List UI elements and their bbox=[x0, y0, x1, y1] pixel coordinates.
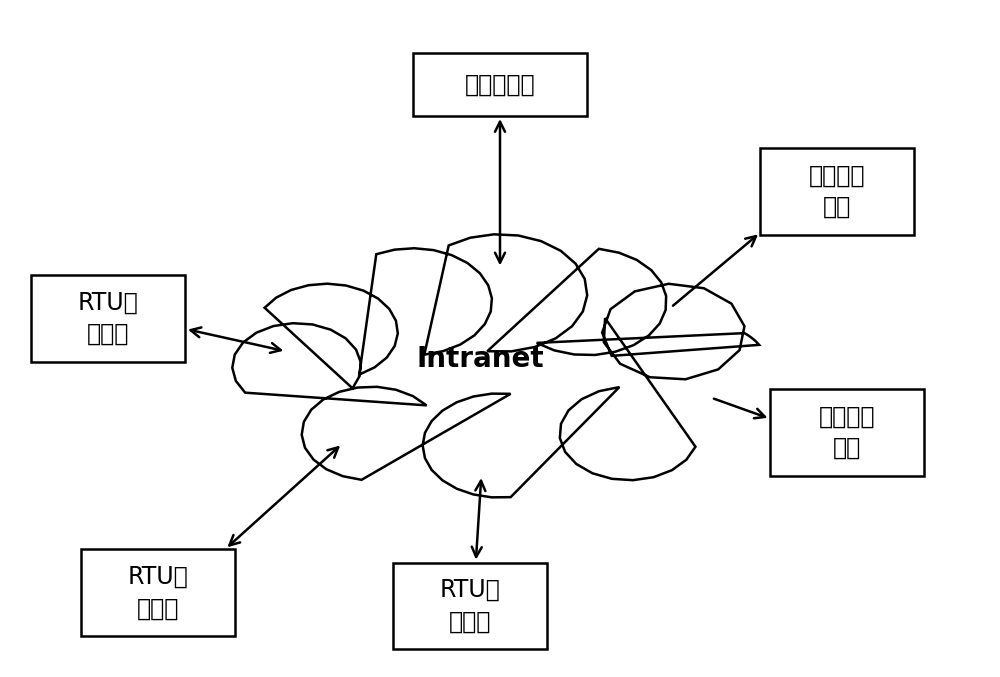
FancyArrowPatch shape bbox=[714, 399, 765, 418]
Text: RTU单
元设备: RTU单 元设备 bbox=[440, 578, 501, 634]
Text: Intranet: Intranet bbox=[416, 345, 544, 372]
FancyBboxPatch shape bbox=[760, 148, 914, 235]
FancyBboxPatch shape bbox=[393, 563, 547, 649]
Text: 网管服务器: 网管服务器 bbox=[465, 72, 535, 96]
Text: 客户端计
算机: 客户端计 算机 bbox=[819, 404, 875, 460]
FancyArrowPatch shape bbox=[191, 328, 281, 353]
FancyBboxPatch shape bbox=[81, 549, 235, 636]
FancyArrowPatch shape bbox=[472, 481, 485, 557]
FancyBboxPatch shape bbox=[413, 53, 587, 116]
Text: RTU单
元设备: RTU单 元设备 bbox=[128, 565, 188, 620]
FancyBboxPatch shape bbox=[31, 275, 185, 362]
FancyArrowPatch shape bbox=[495, 122, 505, 263]
Text: RTU单
元设备: RTU单 元设备 bbox=[78, 290, 139, 346]
FancyBboxPatch shape bbox=[770, 389, 924, 475]
Text: 客户端计
算机: 客户端计 算机 bbox=[809, 164, 865, 219]
FancyArrowPatch shape bbox=[673, 236, 756, 306]
PathPatch shape bbox=[232, 234, 759, 498]
FancyArrowPatch shape bbox=[229, 447, 338, 546]
